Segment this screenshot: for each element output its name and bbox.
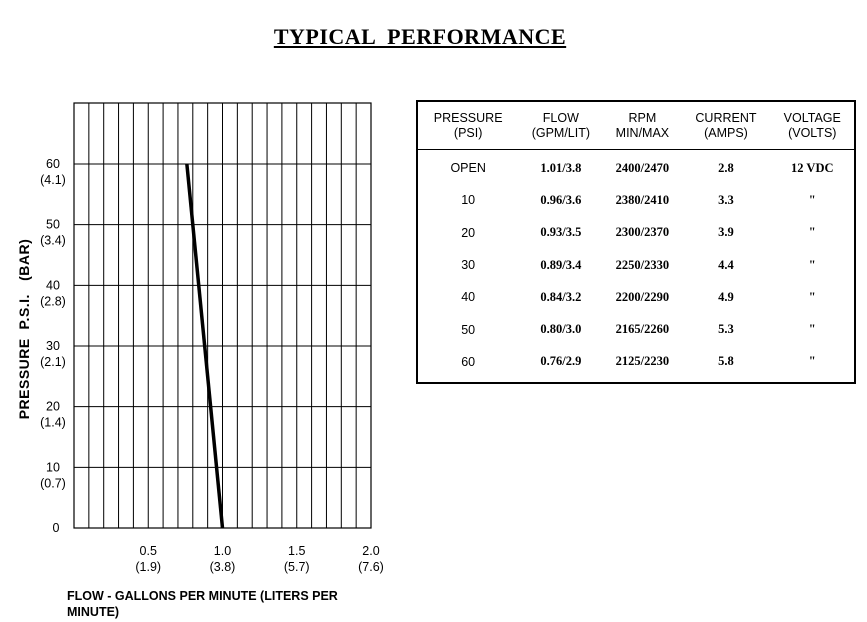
y-tick-label: 0	[53, 521, 60, 535]
y-tick-label: 30	[46, 339, 60, 353]
column-header: CURRENT (AMPS)	[681, 102, 771, 150]
table-cell: 0.80/3.0	[540, 322, 582, 337]
x-tick-label: 2.0	[362, 544, 379, 558]
x-tick-sublabel: (1.9)	[135, 560, 161, 574]
column-header-line: FLOW	[542, 111, 579, 125]
x-tick-sublabel: (5.7)	[284, 560, 310, 574]
table-cell: 2.8	[718, 160, 734, 175]
table-row: 60 0.76/2.9 2125/2230 5.8 "	[418, 346, 854, 378]
table-cell: 2380/2410	[615, 192, 670, 207]
table-body: OPEN 1.01/3.8 2400/2470 2.8 12 VDC 10 0.96/3.6…	[418, 150, 854, 379]
y-tick-label: 20	[46, 400, 60, 414]
table-cell: 2165/2260	[615, 322, 670, 337]
column-header: PRESSURE (PSI)	[418, 102, 519, 150]
table-cell: 0.89/3.4	[540, 257, 582, 272]
pressure-flow-chart: 60 (4.1) 50 (3.4) 40 (2.8) 30 (2.1) 20 (1.4) 10 (0.…	[40, 102, 384, 574]
table-cell: 2200/2290	[615, 289, 670, 304]
performance-table: PRESSURE (PSI) FLOW (GPM/LIT) RPM MIN/MAX CURR…	[416, 100, 856, 384]
y-axis-label: PRESSURE P.S.I. (BAR)	[16, 238, 32, 420]
table-cell: 5.3	[718, 322, 734, 337]
page-title: TYPICAL PERFORMANCE	[273, 24, 567, 49]
table-cell: "	[808, 289, 816, 304]
y-tick-label: 50	[46, 218, 60, 232]
x-tick-label: 0.5	[140, 544, 157, 558]
table-cell: 10	[461, 193, 476, 208]
column-header-line: (GPM/LIT)	[531, 126, 591, 140]
table-row: 20 0.93/3.5 2300/2370 3.9 "	[418, 217, 854, 249]
table-cell: OPEN	[450, 161, 486, 176]
x-tick-sublabel: (7.6)	[358, 560, 384, 574]
column-header-line: (VOLTS)	[788, 126, 837, 140]
column-header-line: MIN/MAX	[615, 126, 670, 140]
y-tick-sublabel: (2.1)	[40, 355, 66, 369]
x-axis-label: FLOW - GALLONS PER MINUTE (LITERS PER MI…	[67, 589, 338, 619]
column-header-line: (AMPS)	[704, 126, 748, 140]
y-tick-sublabel: (1.4)	[40, 416, 66, 430]
table-cell: 30	[461, 258, 476, 273]
column-header-line: (PSI)	[453, 126, 483, 140]
column-header: RPM MIN/MAX	[603, 102, 682, 150]
table-row: OPEN 1.01/3.8 2400/2470 2.8 12 VDC	[418, 150, 854, 185]
y-tick-sublabel: (2.8)	[40, 294, 66, 308]
y-tick-label: 60	[46, 157, 60, 171]
performance-curve	[185, 163, 225, 529]
table-cell: 4.4	[718, 257, 734, 272]
table-cell: "	[808, 257, 816, 272]
table-cell: 1.01/3.8	[540, 160, 582, 175]
table-cell: 60	[461, 354, 476, 369]
y-tick-label: 10	[46, 460, 60, 474]
table-cell: 50	[461, 322, 476, 337]
table-cell: "	[808, 354, 816, 369]
table-cell: 0.93/3.5	[540, 225, 582, 240]
table-cell: "	[808, 192, 816, 207]
column-header: FLOW (GPM/LIT)	[518, 102, 604, 150]
x-tick-label: 1.0	[214, 544, 231, 558]
table-cell: 12 VDC	[791, 160, 834, 175]
table-cell: 0.96/3.6	[540, 192, 582, 207]
table-cell: 0.84/3.2	[540, 289, 582, 304]
table-row: 10 0.96/3.6 2380/2410 3.3 "	[418, 184, 854, 216]
table-cell: 0.76/2.9	[540, 354, 582, 369]
y-tick-label: 40	[46, 278, 60, 292]
column-header-line: CURRENT	[695, 111, 757, 125]
table-cell: 4.9	[718, 289, 734, 304]
table-cell: 40	[461, 290, 476, 305]
table-row: 50 0.80/3.0 2165/2260 5.3 "	[418, 313, 854, 345]
column-header-line: PRESSURE	[433, 111, 503, 125]
table-cell: "	[808, 225, 816, 240]
table-cell: 3.9	[718, 225, 734, 240]
column-header-line: RPM	[628, 111, 657, 125]
table-cell: 2400/2470	[615, 160, 670, 175]
table-row: 40 0.84/3.2 2200/2290 4.9 "	[418, 281, 854, 313]
y-tick-sublabel: (0.7)	[40, 476, 66, 490]
x-tick-sublabel: (3.8)	[210, 560, 236, 574]
table-cell: 5.8	[718, 354, 734, 369]
x-tick-label: 1.5	[288, 544, 305, 558]
column-header-line: VOLTAGE	[783, 111, 841, 125]
table-cell: 20	[461, 225, 476, 240]
table-cell: 2125/2230	[615, 354, 670, 369]
table-cell: "	[808, 322, 816, 337]
y-tick-sublabel: (4.1)	[40, 173, 66, 187]
table-row: 30 0.89/3.4 2250/2330 4.4 "	[418, 249, 854, 281]
table-cell: 2300/2370	[615, 225, 670, 240]
table-header-row: PRESSURE (PSI) FLOW (GPM/LIT) RPM MIN/MAX CURR…	[418, 102, 854, 150]
table-cell: 2250/2330	[615, 257, 670, 272]
table-cell: 3.3	[718, 192, 734, 207]
y-tick-sublabel: (3.4)	[40, 234, 66, 248]
column-header: VOLTAGE (VOLTS)	[770, 102, 854, 150]
